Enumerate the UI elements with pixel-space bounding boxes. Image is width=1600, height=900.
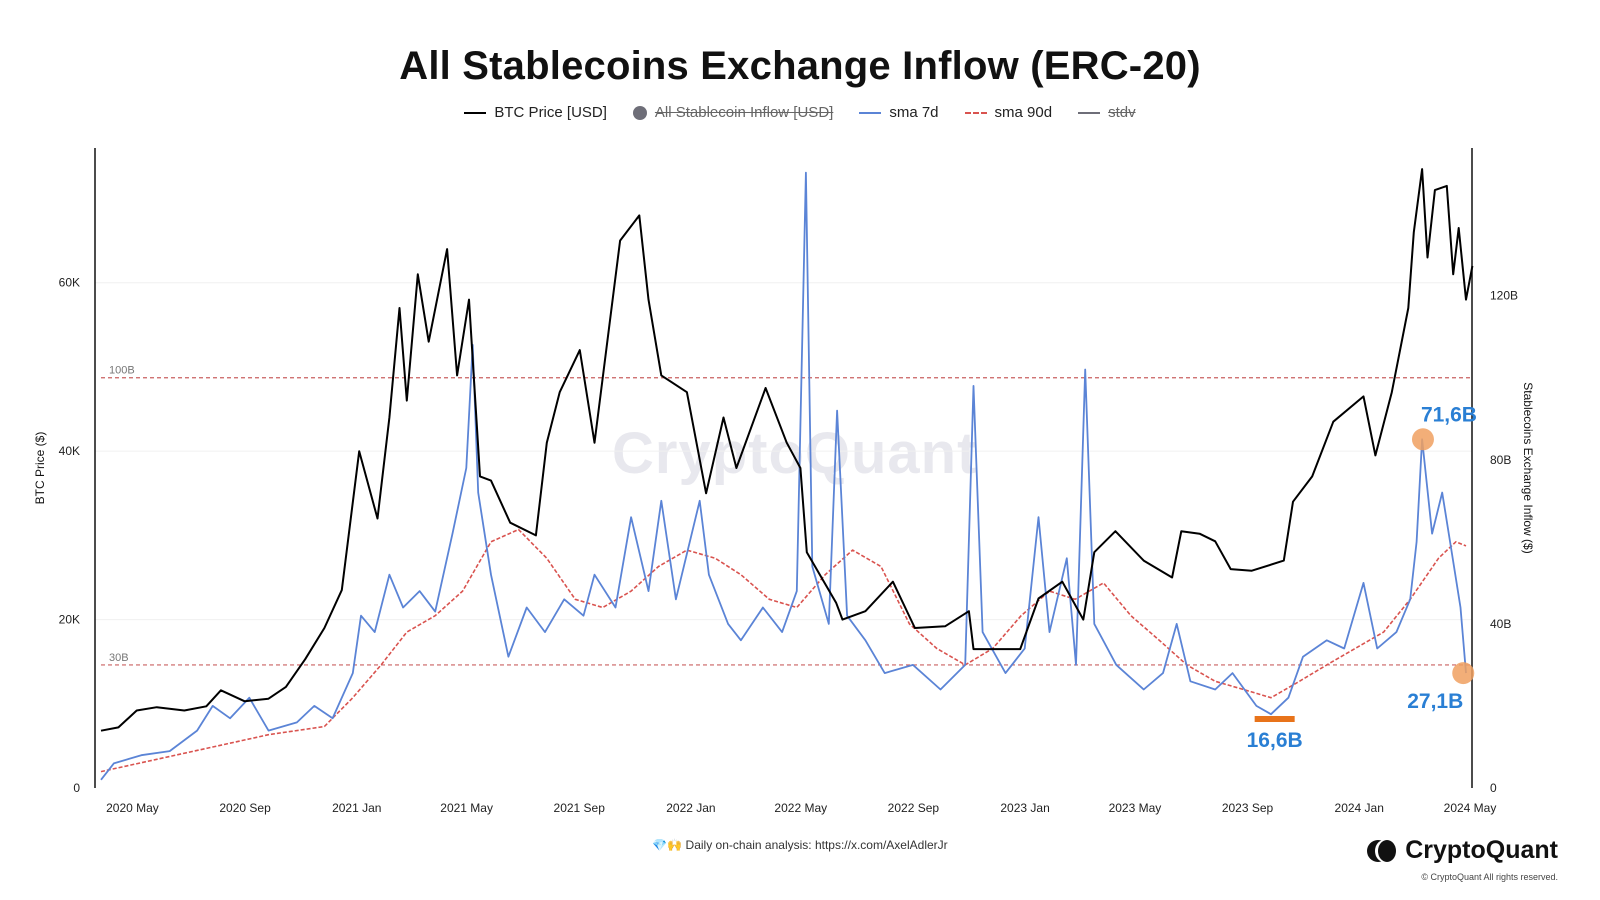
legend-item-btc-price[interactable]: BTC Price [USD] [464, 104, 607, 121]
legend-label-btc: BTC Price [USD] [494, 104, 607, 121]
x-tick-label: 2021 Jan [332, 801, 381, 815]
annotation-label-low: 16,6B [1247, 729, 1303, 752]
x-tick-label: 2022 Sep [888, 801, 940, 815]
y-left-tick-label: 20K [59, 613, 80, 627]
legend-swatch-inflow [632, 105, 647, 120]
legend-item-stdv[interactable]: stdv [1078, 104, 1136, 121]
reference-line-label: 100B [109, 365, 135, 377]
x-tick-label: 2023 Jan [1000, 801, 1049, 815]
y-right-axis-title: Stablecoins Exchange Inflow ($) [1521, 382, 1535, 553]
legend-label-inflow: All Stablecoin Inflow [USD] [654, 104, 834, 121]
legend-label-sma90: sma 90d [994, 104, 1053, 121]
legend-item-sma-90d[interactable]: sma 90d [964, 104, 1053, 121]
y-left-tick-label: 40K [59, 444, 80, 458]
x-tick-label: 2021 May [440, 801, 493, 815]
y-left-tick-label: 60K [59, 276, 80, 290]
legend-item-sma-7d[interactable]: sma 7d [859, 104, 939, 121]
y-right-tick-label: 120B [1490, 289, 1518, 303]
legend-swatch-btc [464, 111, 487, 114]
legend-swatch-sma7 [859, 111, 882, 114]
series-line-sma-90d [100, 528, 1467, 773]
legend-swatch-sma90 [964, 111, 987, 114]
annotation-bar-low [1254, 716, 1295, 722]
series-line-btc-price [100, 168, 1474, 732]
x-tick-label: 2023 May [1109, 801, 1162, 815]
y-right-tick-label: 0 [1490, 781, 1497, 795]
cryptoquant-logo-icon [1367, 839, 1397, 863]
y-left-axis-title: BTC Price ($) [33, 432, 47, 505]
y-right-tick-label: 80B [1490, 453, 1511, 467]
annotation-label-current: 27,1B [1407, 690, 1463, 713]
brand: CryptoQuant [1367, 836, 1558, 865]
legend-item-stablecoin-inflow[interactable]: All Stablecoin Inflow [USD] [632, 104, 834, 121]
y-left-tick-label: 0 [73, 781, 80, 795]
copyright: © CryptoQuant All rights reserved. [1421, 872, 1558, 882]
legend-label-stdv: stdv [1108, 104, 1136, 121]
x-tick-label: 2021 Sep [554, 801, 606, 815]
footer-note: 💎🙌 Daily on-chain analysis: https://x.co… [652, 838, 948, 852]
x-tick-label: 2022 Jan [666, 801, 715, 815]
x-tick-label: 2020 Sep [219, 801, 271, 815]
brand-name: CryptoQuant [1405, 836, 1558, 864]
x-tick-label: 2020 May [106, 801, 159, 815]
x-tick-label: 2022 May [774, 801, 827, 815]
series-line-sma-7d [100, 171, 1467, 781]
legend-label-sma7: sma 7d [889, 104, 939, 121]
x-tick-label: 2023 Sep [1222, 801, 1274, 815]
y-right-tick-label: 40B [1490, 617, 1511, 631]
annotation-label-peak: 71,6B [1421, 403, 1477, 426]
annotation-marker-peak [1411, 428, 1434, 451]
annotation-marker-current [1452, 662, 1475, 685]
chart-title: All Stablecoins Exchange Inflow (ERC-20) [399, 44, 1201, 88]
reference-line-label: 30B [109, 652, 129, 664]
x-tick-label: 2024 May [1444, 801, 1497, 815]
legend-swatch-stdv [1078, 111, 1101, 114]
chart-legend: BTC Price [USD] All Stablecoin Inflow [U… [0, 104, 1600, 121]
x-tick-label: 2024 Jan [1335, 801, 1384, 815]
